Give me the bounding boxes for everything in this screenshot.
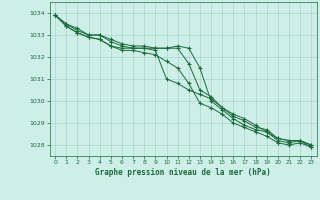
X-axis label: Graphe pression niveau de la mer (hPa): Graphe pression niveau de la mer (hPa) xyxy=(95,168,271,177)
